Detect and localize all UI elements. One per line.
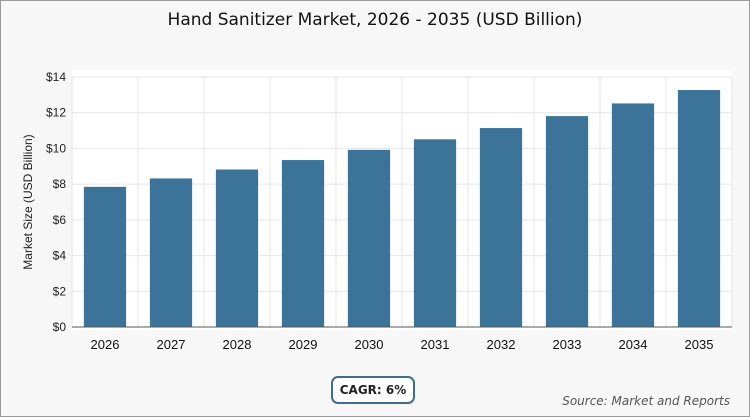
y-tick-label: $6 bbox=[53, 213, 67, 227]
x-tick-label: 2033 bbox=[553, 337, 582, 352]
x-tick-label: 2029 bbox=[289, 337, 318, 352]
x-tick-label: 2028 bbox=[223, 337, 252, 352]
y-tick-label: $8 bbox=[53, 177, 67, 191]
x-tick-label: 2030 bbox=[355, 337, 384, 352]
x-tick-label: 2034 bbox=[619, 337, 648, 352]
bar bbox=[149, 178, 193, 327]
x-tick-label: 2032 bbox=[487, 337, 516, 352]
bar bbox=[83, 186, 127, 327]
bar bbox=[413, 139, 457, 327]
source-note: Source: Market and Reports bbox=[562, 394, 730, 408]
y-tick-label: $14 bbox=[46, 70, 66, 84]
y-tick-label: $2 bbox=[53, 284, 67, 298]
bar bbox=[281, 160, 325, 327]
bar bbox=[479, 128, 523, 327]
x-tick-label: 2026 bbox=[91, 337, 120, 352]
y-tick-label: $10 bbox=[46, 141, 66, 155]
y-tick-label: $0 bbox=[53, 320, 67, 334]
x-tick-label: 2031 bbox=[421, 337, 450, 352]
bar bbox=[611, 103, 655, 327]
chart-title: Hand Sanitizer Market, 2026 - 2035 (USD … bbox=[167, 10, 583, 30]
x-tick-label: 2035 bbox=[685, 337, 714, 352]
bar bbox=[677, 90, 721, 328]
y-tick-label: $12 bbox=[46, 106, 66, 120]
y-tick-label: $4 bbox=[53, 249, 67, 263]
bar bbox=[545, 116, 589, 327]
cagr-badge: CAGR: 6% bbox=[331, 376, 415, 404]
bar bbox=[215, 169, 259, 327]
x-tick-label: 2027 bbox=[157, 337, 186, 352]
bar bbox=[347, 149, 391, 327]
y-axis-label: Market Size (USD Billion) bbox=[21, 134, 35, 269]
